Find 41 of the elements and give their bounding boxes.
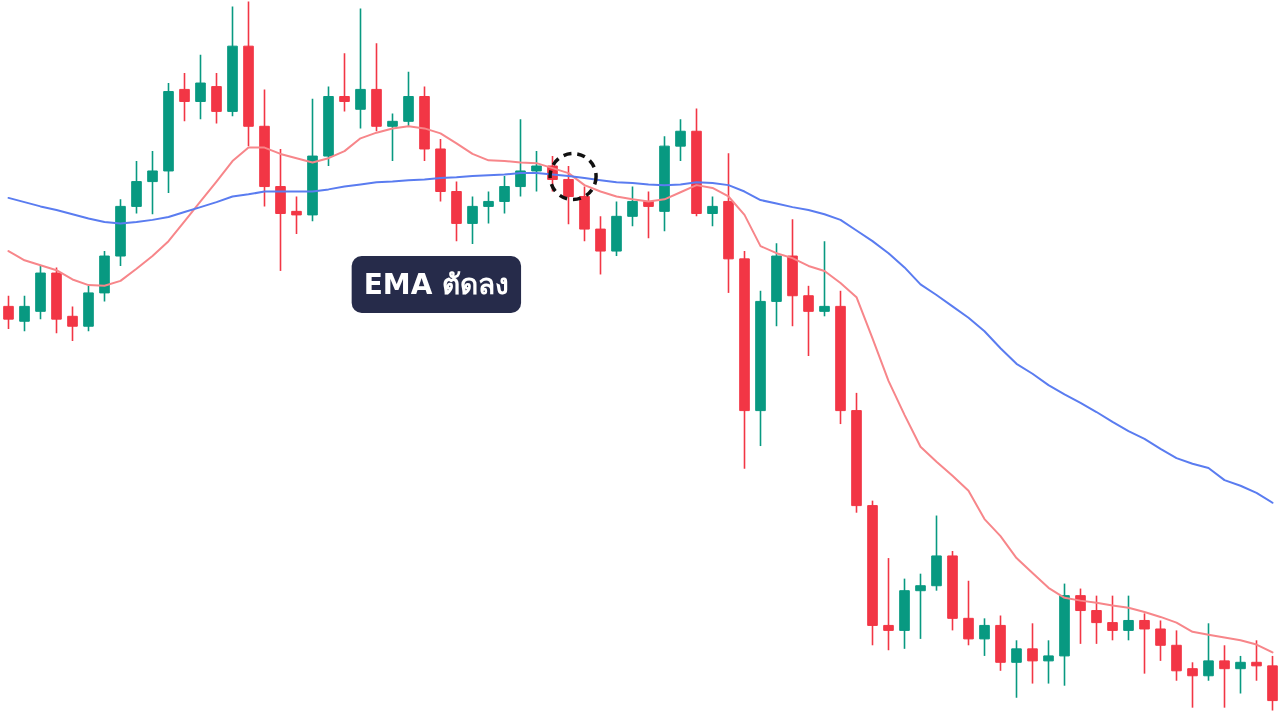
- candlestick: [387, 112, 398, 162]
- candlestick: [1139, 612, 1150, 675]
- candlestick: [3, 294, 14, 330]
- candlestick: [627, 185, 638, 228]
- candlestick: [147, 150, 158, 215]
- candlestick: [1107, 594, 1118, 642]
- candlestick: [1187, 661, 1198, 709]
- candlestick: [195, 53, 206, 120]
- annotation: EMA ตัดลง: [363, 268, 510, 302]
- candlestick: [1123, 594, 1134, 642]
- candlestick: [355, 7, 366, 130]
- candlestick: [467, 195, 478, 245]
- candlestick: [1155, 619, 1166, 662]
- candlestick: [675, 118, 686, 162]
- candlestick: [1027, 622, 1038, 685]
- candlestick: [1203, 622, 1214, 682]
- candlestick: [179, 72, 190, 123]
- candlestick: [563, 165, 574, 225]
- candlestick: [595, 215, 606, 276]
- candlestick: [1251, 639, 1262, 682]
- candlestick: [291, 195, 302, 235]
- candlestick: [1043, 639, 1054, 685]
- candlestick: [819, 240, 830, 318]
- candlestick: [67, 305, 78, 342]
- candlestick: [979, 617, 990, 657]
- candlestick: [483, 190, 494, 225]
- candlestick: [1091, 594, 1102, 645]
- candlestick: [1235, 655, 1246, 695]
- candlestick: [883, 557, 894, 652]
- candlestick: [339, 52, 350, 113]
- candlestick: [963, 579, 974, 647]
- candlestick: [531, 150, 542, 193]
- candlestick: [499, 175, 510, 215]
- candlestick: [1011, 639, 1022, 699]
- candlestick: [803, 285, 814, 357]
- candlestick: [915, 572, 926, 640]
- candlestick: [515, 118, 526, 198]
- candlestick: [1075, 587, 1086, 645]
- candlestick: [707, 195, 718, 228]
- candlestick: [1219, 644, 1230, 709]
- candlestick: [19, 294, 30, 332]
